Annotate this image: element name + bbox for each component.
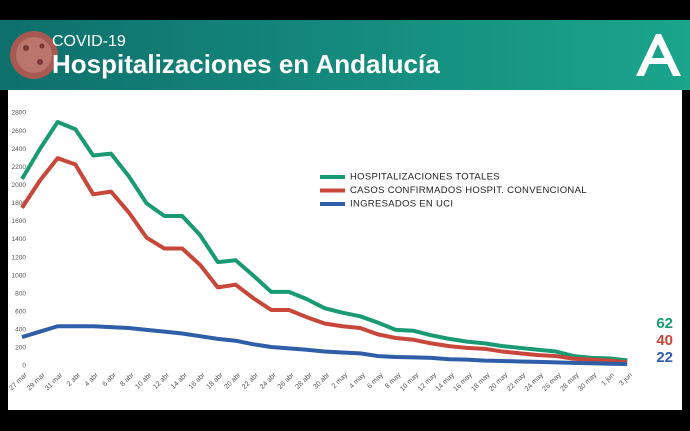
y-tick-label: 2800	[12, 110, 27, 117]
end-value-label: 40	[656, 332, 673, 349]
y-tick-label: 1400	[12, 236, 27, 243]
banner	[0, 20, 690, 90]
y-tick-label: 2200	[12, 164, 27, 171]
end-value-label: 62	[656, 315, 673, 332]
virus-icon	[10, 31, 58, 79]
banner-subtitle: Hospitalizaciones en Andalucía	[52, 49, 440, 79]
y-tick-label: 1600	[12, 218, 27, 225]
y-tick-label: 2400	[12, 146, 27, 153]
series-line	[21, 324, 628, 367]
legend-label: INGRESADOS EN UCI	[350, 199, 453, 210]
legend-label: HOSPITALIZACIONES TOTALES	[350, 172, 500, 183]
y-tick-label: 1200	[12, 254, 27, 261]
y-tick-label: 1800	[12, 200, 27, 207]
junta-logo	[636, 34, 681, 76]
y-tick-label: 400	[15, 327, 26, 334]
y-tick-label: 1000	[12, 272, 27, 279]
y-tick-label: 200	[15, 345, 26, 352]
y-tick-label: 800	[15, 290, 26, 297]
series-line	[20, 156, 628, 365]
y-tick-label: 2000	[12, 182, 27, 189]
y-tick-label: 0	[22, 363, 26, 370]
banner-title: COVID-19	[52, 33, 126, 50]
y-tick-label: 2600	[12, 128, 27, 135]
series-line	[20, 120, 628, 363]
y-tick-label: 600	[15, 309, 26, 316]
legend-label: CASOS CONFIRMADOS HOSPIT. CONVENCIONAL	[350, 185, 587, 196]
end-value-label: 22	[656, 349, 673, 366]
